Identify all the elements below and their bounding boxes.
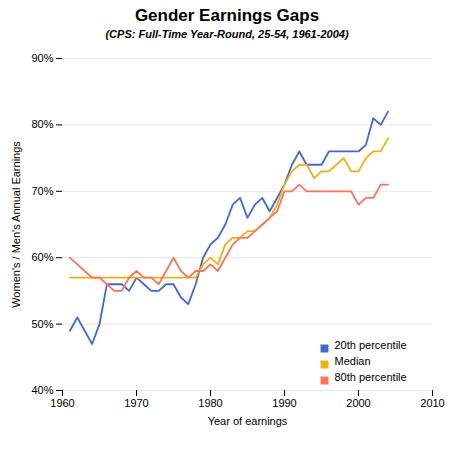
svg-text:1970: 1970 (124, 397, 148, 409)
svg-text:70%: 70% (31, 185, 53, 197)
svg-text:50%: 50% (31, 318, 53, 330)
svg-text:2000: 2000 (346, 397, 370, 409)
svg-text:80th percentile: 80th percentile (335, 371, 407, 383)
html-text:(CPS: Full-Time Year-Round, 25: (CPS: Full-Time Year-Round, 25-54, 1961-… (105, 28, 349, 40)
svg-text:20th percentile: 20th percentile (335, 339, 407, 351)
svg-text:1960: 1960 (50, 397, 74, 409)
svg-text:1990: 1990 (272, 397, 296, 409)
svg-text:90%: 90% (31, 52, 53, 64)
svg-text:Women's / Men's Annual Earning: Women's / Men's Annual Earnings (10, 141, 22, 308)
svg-text:Year of earnings: Year of earnings (208, 415, 288, 427)
svg-text:1980: 1980 (198, 397, 222, 409)
html-text:Gender Earnings Gaps: Gender Earnings Gaps (134, 6, 320, 25)
svg-text:80%: 80% (31, 118, 53, 130)
svg-text:Median: Median (335, 355, 371, 367)
svg-text:60%: 60% (31, 251, 53, 263)
svg-text:40%: 40% (31, 384, 53, 396)
svg-text:2010: 2010 (420, 397, 444, 409)
